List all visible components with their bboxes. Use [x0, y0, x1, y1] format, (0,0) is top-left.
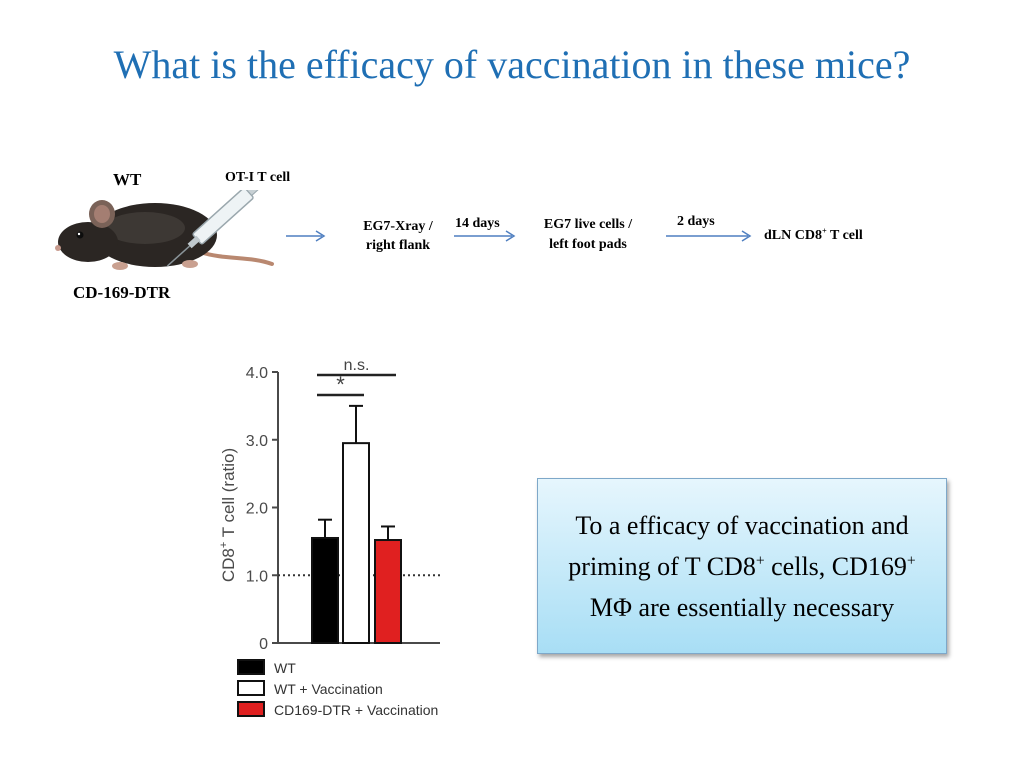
legend-swatch [237, 659, 265, 675]
legend-label: WT [274, 660, 296, 676]
legend-swatch [237, 701, 265, 717]
step-2-label: EG7 live cells / left foot pads [543, 217, 633, 252]
arrow-1 [286, 230, 326, 242]
mouse-dtr-label: CD-169-DTR [73, 283, 171, 302]
y-tick-label: 3.0 [246, 433, 268, 450]
mouse-wt-label: WT [113, 170, 142, 189]
bar-chart: 0 1.0 2.0 3.0 4.0 * n.s. WT WT + Vaccination CD… [182, 310, 520, 730]
conclusion-callout: To a efficacy of vaccination and priming… [537, 478, 947, 654]
readout-label: dLN CD8+ T cell [764, 226, 863, 243]
interval-2-label: 2 days [677, 214, 715, 229]
y-tick-label: 2.0 [246, 501, 268, 518]
arrow-2 [454, 230, 516, 242]
legend-label: WT + Vaccination [274, 681, 383, 697]
y-tick-label: 4.0 [246, 365, 268, 382]
step-1-label: EG7-Xray / right flank [363, 219, 433, 253]
injection-label: OT-I T cell [225, 170, 291, 185]
significance-label: n.s. [344, 357, 370, 374]
arrow-3 [666, 230, 752, 242]
chart-svg: 0 1.0 2.0 3.0 4.0 *n.s. WT WT + Vaccination CD… [182, 316, 440, 718]
bar [311, 536, 339, 644]
y-axis-title: CD8+ T cell (ratio) [218, 448, 238, 582]
interval-1-label: 14 days [455, 216, 500, 231]
mouse-illustration [50, 182, 280, 276]
bar [342, 442, 370, 644]
slide-title: What is the efficacy of vaccination in t… [113, 42, 911, 87]
significance-label: * [336, 372, 345, 397]
conclusion-text: To a efficacy of vaccination and priming… [568, 510, 916, 622]
legend-label: CD169-DTR + Vaccination [274, 702, 438, 718]
y-tick-label: 0 [259, 636, 268, 653]
legend-swatch [237, 680, 265, 696]
y-tick-label: 1.0 [246, 568, 268, 585]
bar [374, 539, 402, 645]
